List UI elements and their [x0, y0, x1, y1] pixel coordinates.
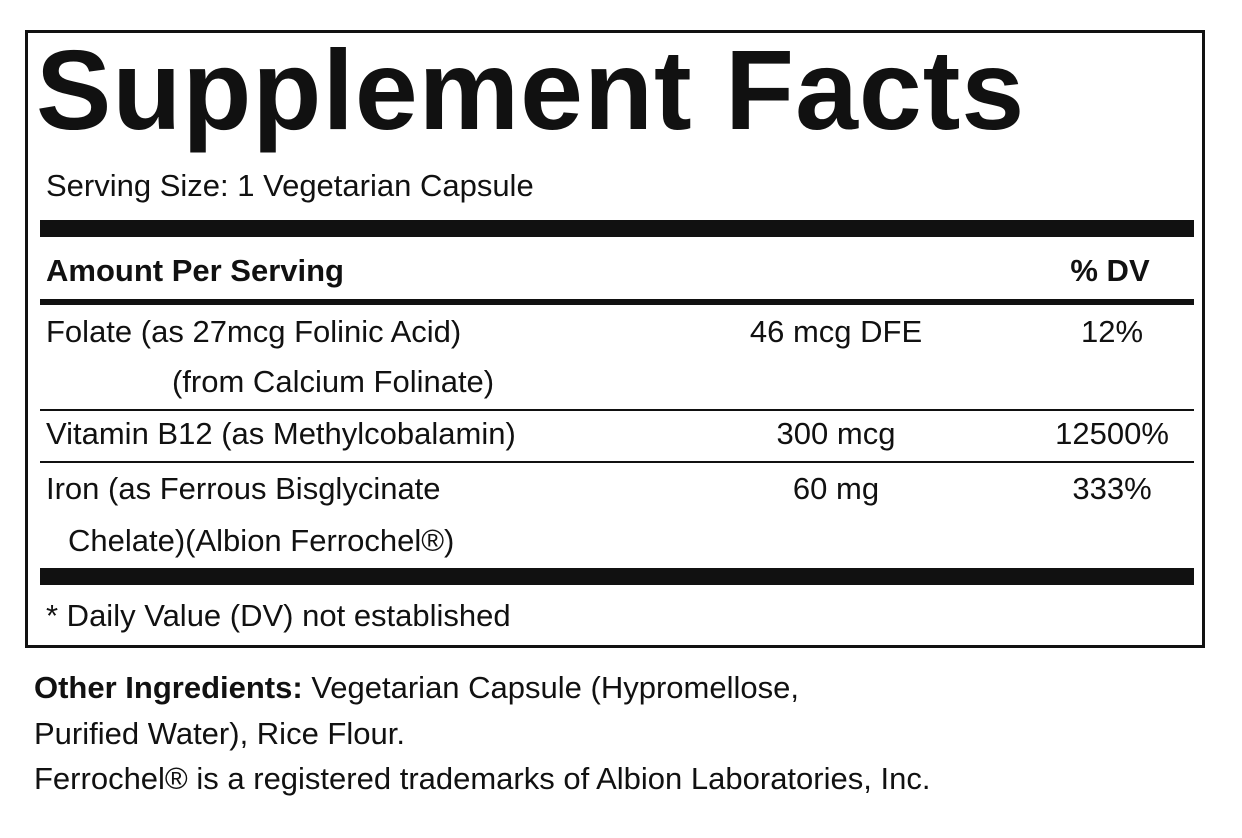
row-amount: 46 mcg DFE: [749, 314, 923, 349]
header-divider: [40, 299, 1194, 305]
row-divider: [40, 409, 1194, 411]
row-divider: [40, 461, 1194, 463]
row-amount: 300 mcg: [776, 416, 896, 451]
amount-header: Amount Per Serving: [46, 253, 344, 288]
thick-divider: [40, 568, 1194, 585]
row-name: Vitamin B12 (as Methylcobalamin): [46, 416, 516, 451]
supplement-facts-panel: [25, 30, 1205, 648]
row-name-cont: (from Calcium Folinate): [172, 364, 495, 399]
dv-header: % DV: [1070, 253, 1150, 288]
row-amount: 60 mg: [792, 471, 880, 506]
row-dv: 12500%: [1055, 416, 1169, 451]
trademark-note: Ferrochel® is a registered trademarks of…: [34, 761, 931, 796]
other-ingredients-cont: Purified Water), Rice Flour.: [34, 716, 405, 751]
row-dv: 12%: [1080, 314, 1144, 349]
other-ingredients-label: Other Ingredients:: [34, 670, 303, 705]
other-ingredients: Other Ingredients: Vegetarian Capsule (H…: [34, 672, 799, 703]
row-name: Folate (as 27mcg Folinic Acid): [46, 314, 462, 349]
thick-divider: [40, 220, 1194, 237]
footnote: * Daily Value (DV) not established: [46, 598, 511, 633]
page-title: Supplement Facts: [36, 27, 1026, 153]
other-ingredients-text: Vegetarian Capsule (Hypromellose,: [302, 670, 799, 705]
row-name-cont: Chelate)(Albion Ferrochel®): [68, 523, 455, 558]
row-name: Iron (as Ferrous Bisglycinate: [46, 471, 441, 506]
row-dv: 333%: [1072, 471, 1152, 506]
serving-size: Serving Size: 1 Vegetarian Capsule: [46, 168, 534, 203]
